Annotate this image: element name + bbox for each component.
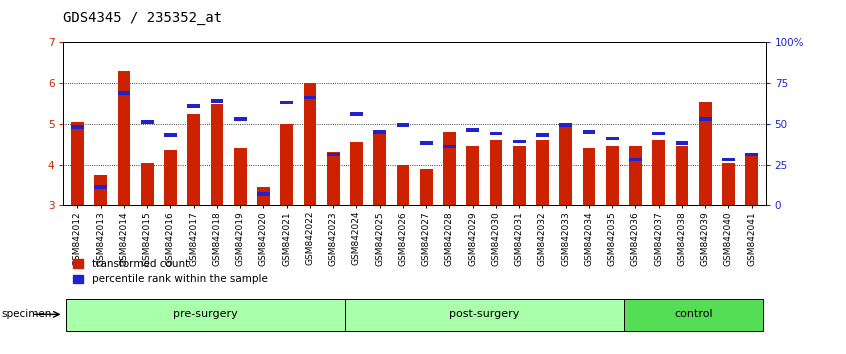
- Bar: [443, 132, 456, 205]
- Bar: [233, 148, 246, 205]
- Bar: [606, 137, 618, 140]
- Bar: [233, 117, 246, 121]
- Bar: [71, 122, 84, 205]
- Bar: [257, 187, 270, 205]
- Bar: [722, 158, 735, 161]
- Text: GDS4345 / 235352_at: GDS4345 / 235352_at: [63, 11, 222, 25]
- Bar: [536, 140, 549, 205]
- Bar: [327, 153, 339, 156]
- Bar: [466, 146, 479, 205]
- Bar: [676, 146, 689, 205]
- Bar: [280, 101, 293, 104]
- Text: specimen: specimen: [2, 309, 52, 319]
- Bar: [94, 185, 107, 189]
- Bar: [676, 141, 689, 145]
- Bar: [629, 158, 642, 161]
- Text: control: control: [674, 309, 713, 319]
- Bar: [606, 146, 618, 205]
- Bar: [397, 165, 409, 205]
- Text: pre-surgery: pre-surgery: [173, 309, 238, 319]
- Bar: [490, 132, 503, 135]
- Bar: [722, 162, 735, 205]
- Bar: [513, 140, 525, 143]
- FancyBboxPatch shape: [345, 299, 624, 331]
- Bar: [118, 91, 130, 95]
- Bar: [94, 175, 107, 205]
- Text: post-surgery: post-surgery: [449, 309, 519, 319]
- Bar: [304, 96, 316, 99]
- Bar: [257, 192, 270, 195]
- Bar: [420, 141, 432, 145]
- Bar: [373, 130, 386, 134]
- FancyBboxPatch shape: [66, 299, 345, 331]
- Bar: [745, 153, 758, 156]
- Bar: [559, 124, 572, 205]
- Bar: [373, 134, 386, 205]
- Bar: [466, 129, 479, 132]
- Bar: [140, 162, 153, 205]
- Bar: [699, 117, 711, 121]
- Bar: [187, 104, 200, 108]
- Bar: [652, 132, 665, 135]
- Bar: [280, 124, 293, 205]
- Bar: [327, 152, 339, 205]
- Bar: [350, 142, 363, 205]
- Bar: [211, 99, 223, 103]
- Bar: [304, 83, 316, 205]
- Bar: [629, 146, 642, 205]
- Bar: [71, 125, 84, 129]
- Bar: [583, 148, 596, 205]
- Bar: [652, 140, 665, 205]
- Legend: transformed count, percentile rank within the sample: transformed count, percentile rank withi…: [69, 255, 272, 289]
- Bar: [490, 140, 503, 205]
- Bar: [559, 124, 572, 127]
- Bar: [699, 102, 711, 205]
- Bar: [350, 112, 363, 116]
- Bar: [536, 133, 549, 137]
- Bar: [140, 120, 153, 124]
- Bar: [164, 150, 177, 205]
- Bar: [583, 130, 596, 134]
- Bar: [443, 145, 456, 148]
- FancyBboxPatch shape: [624, 299, 763, 331]
- Bar: [397, 124, 409, 127]
- Bar: [164, 133, 177, 137]
- Bar: [187, 114, 200, 205]
- Bar: [513, 146, 525, 205]
- Bar: [211, 104, 223, 205]
- Bar: [420, 169, 432, 205]
- Bar: [118, 71, 130, 205]
- Bar: [745, 156, 758, 205]
